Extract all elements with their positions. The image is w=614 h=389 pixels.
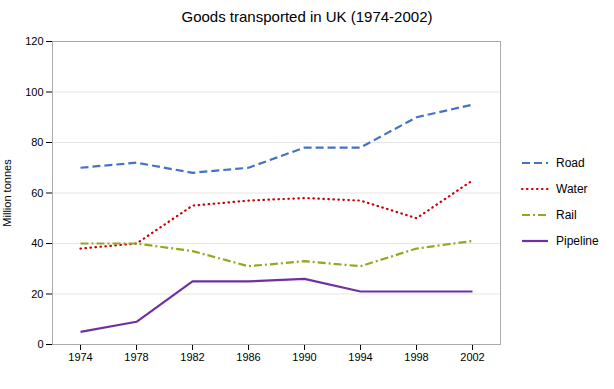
svg-text:1978: 1978 xyxy=(124,351,148,363)
svg-text:2002: 2002 xyxy=(460,351,484,363)
html-text:Road: Road xyxy=(556,155,585,170)
svg-text:1982: 1982 xyxy=(180,351,204,363)
html-text:Water: Water xyxy=(556,181,588,196)
svg-text:1990: 1990 xyxy=(292,351,316,363)
svg-text:Million tonnes: Million tonnes xyxy=(1,159,13,227)
html-text:Pipeline: Pipeline xyxy=(556,233,599,248)
svg-text:100: 100 xyxy=(25,86,43,98)
svg-text:20: 20 xyxy=(31,288,43,300)
html-text:Rail: Rail xyxy=(556,207,577,222)
svg-text:1994: 1994 xyxy=(348,351,372,363)
svg-text:1998: 1998 xyxy=(404,351,428,363)
svg-text:80: 80 xyxy=(31,136,43,148)
svg-text:120: 120 xyxy=(25,35,43,47)
svg-text:1986: 1986 xyxy=(236,351,260,363)
html-text:Goods transported in UK (1974-: Goods transported in UK (1974-2002) xyxy=(181,8,433,25)
svg-text:1974: 1974 xyxy=(68,351,92,363)
svg-text:0: 0 xyxy=(37,338,43,350)
svg-text:60: 60 xyxy=(31,187,43,199)
svg-text:40: 40 xyxy=(31,237,43,249)
